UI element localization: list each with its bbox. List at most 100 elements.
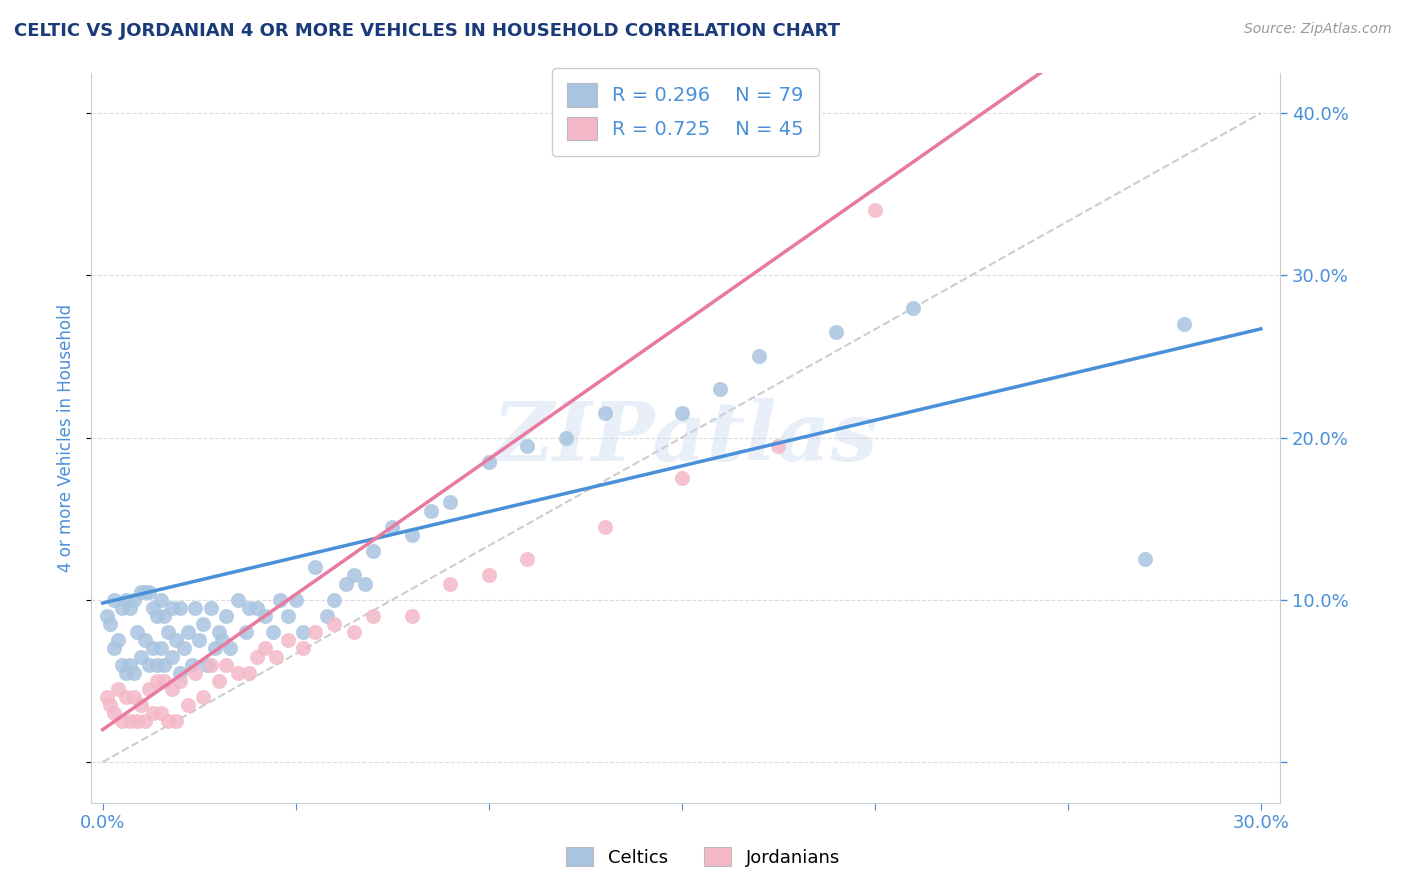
Point (238, 665, 260, 680)
Point (111, 601, 134, 615)
Y-axis label: 4 or more Vehicles in Household: 4 or more Vehicles in Household (58, 303, 75, 572)
Point (153, 657, 176, 672)
Point (103, 641, 125, 656)
Point (134, 584, 156, 599)
Point (1133, 552, 1156, 566)
Point (439, 495, 461, 509)
Point (215, 609, 238, 624)
Point (149, 641, 172, 656)
Legend: Celtics, Jordanians: Celtics, Jordanians (560, 840, 846, 874)
Point (401, 609, 423, 624)
Point (131, 649, 153, 664)
Point (207, 673, 229, 688)
Point (111, 714, 134, 729)
Point (1173, 317, 1195, 331)
Point (204, 641, 226, 656)
Point (160, 601, 183, 615)
Point (238, 601, 260, 615)
Point (188, 633, 211, 648)
Point (169, 665, 191, 680)
Point (118, 657, 141, 672)
Point (149, 592, 172, 607)
Point (122, 690, 145, 705)
Point (191, 690, 214, 705)
Point (157, 625, 180, 640)
Point (516, 439, 538, 453)
Point (127, 625, 149, 640)
Point (160, 681, 183, 696)
Point (226, 592, 249, 607)
Point (292, 641, 315, 656)
Point (419, 503, 441, 517)
Point (149, 706, 172, 721)
Point (478, 568, 501, 582)
Point (343, 568, 366, 582)
Point (266, 649, 288, 664)
Point (284, 592, 307, 607)
Text: ZIPatlas: ZIPatlas (494, 398, 879, 477)
Point (146, 657, 169, 672)
Point (96, 690, 118, 705)
Point (195, 657, 218, 672)
Point (709, 382, 731, 396)
Point (277, 633, 299, 648)
Point (246, 601, 269, 615)
Point (115, 690, 138, 705)
Point (142, 601, 165, 615)
Point (671, 471, 693, 485)
Point (184, 665, 207, 680)
Point (671, 406, 693, 420)
Point (131, 584, 153, 599)
Point (335, 576, 357, 591)
Point (361, 544, 384, 558)
Point (304, 625, 326, 640)
Point (153, 673, 176, 688)
Point (439, 576, 461, 591)
Point (127, 714, 149, 729)
Point (593, 520, 616, 534)
Point (323, 592, 346, 607)
Point (903, 301, 925, 315)
Point (401, 528, 423, 542)
Point (96, 609, 118, 624)
Point (184, 601, 207, 615)
Point (146, 673, 169, 688)
Legend: R = 0.296    N = 79, R = 0.725    N = 45: R = 0.296 N = 79, R = 0.725 N = 45 (553, 68, 820, 156)
Point (361, 609, 384, 624)
Point (768, 439, 790, 453)
Point (593, 406, 616, 420)
Point (226, 665, 249, 680)
Point (215, 657, 238, 672)
Point (134, 633, 156, 648)
Point (134, 714, 156, 729)
Point (122, 665, 145, 680)
Point (142, 641, 165, 656)
Point (176, 698, 198, 713)
Point (165, 714, 187, 729)
Point (748, 350, 770, 364)
Text: Source: ZipAtlas.com: Source: ZipAtlas.com (1244, 22, 1392, 37)
Point (107, 633, 129, 648)
Point (235, 625, 257, 640)
Point (304, 560, 326, 574)
Point (176, 625, 198, 640)
Point (160, 649, 183, 664)
Point (246, 649, 269, 664)
Point (103, 706, 125, 721)
Point (111, 657, 134, 672)
Point (277, 609, 299, 624)
Point (315, 609, 337, 624)
Point (219, 641, 242, 656)
Point (100, 698, 122, 713)
Point (115, 592, 138, 607)
Point (157, 714, 180, 729)
Point (115, 665, 138, 680)
Point (173, 641, 195, 656)
Point (180, 657, 202, 672)
Point (131, 698, 153, 713)
Point (269, 592, 291, 607)
Point (211, 633, 233, 648)
Point (118, 601, 141, 615)
Point (191, 617, 214, 632)
Point (138, 657, 160, 672)
